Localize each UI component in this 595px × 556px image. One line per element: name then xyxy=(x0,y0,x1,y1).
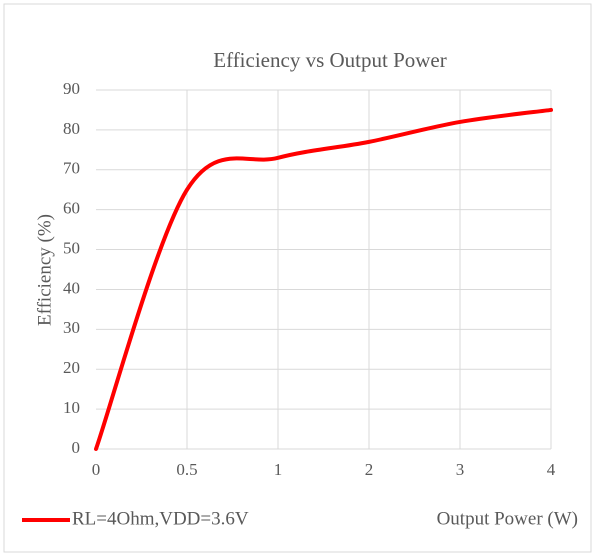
y-tick-label: 70 xyxy=(63,159,80,178)
x-axis-label: Output Power (W) xyxy=(437,508,578,529)
x-tick-label: 2 xyxy=(365,460,374,479)
y-axis-label: Efficiency (%) xyxy=(34,214,55,326)
x-tick-label: 0 xyxy=(92,460,101,479)
y-tick-label: 90 xyxy=(63,79,80,98)
x-tick-label: 1 xyxy=(274,460,283,479)
x-tick-label: 3 xyxy=(456,460,465,479)
y-tick-label: 50 xyxy=(63,238,80,257)
data-line xyxy=(94,107,553,451)
y-tick-label: 80 xyxy=(63,119,80,138)
chart-title: Efficiency vs Output Power xyxy=(213,48,446,72)
y-tick-label: 20 xyxy=(63,358,80,377)
y-tick-label: 30 xyxy=(63,318,80,337)
x-tick-label: 0.5 xyxy=(176,460,197,479)
chart-border xyxy=(3,3,592,553)
y-tick-label: 10 xyxy=(63,398,80,417)
y-tick-label: 40 xyxy=(63,278,80,297)
legend-label: RL=4Ohm,VDD=3.6V xyxy=(72,508,249,529)
y-tick-label: 60 xyxy=(63,199,80,218)
x-tick-label: 4 xyxy=(547,460,556,479)
y-tick-label: 0 xyxy=(72,438,81,457)
